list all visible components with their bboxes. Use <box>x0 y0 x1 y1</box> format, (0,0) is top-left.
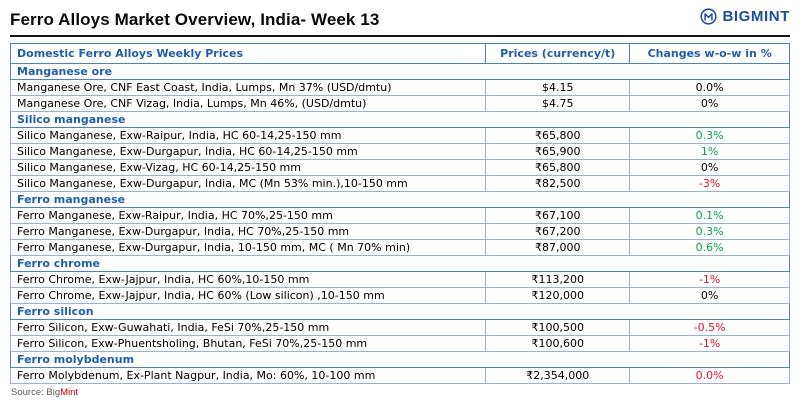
price-row: Manganese Ore, CNF East Coast, India, Lu… <box>9 79 790 96</box>
product-cell: Ferro Silicon, Exw-Guwahati, India, FeSi… <box>9 319 487 336</box>
product-cell: Silico Manganese, Exw-Raipur, India, HC … <box>9 127 487 144</box>
section-label: Ferro molybdenum <box>10 351 790 368</box>
product-cell: Silico Manganese, Exw-Durgapur, India, H… <box>9 143 487 160</box>
price-table-body: Manganese ore Manganese Ore, CNF East Coa… <box>9 63 790 384</box>
section-row: Manganese ore <box>10 63 790 80</box>
price-cell: ₹87,000 <box>485 239 631 256</box>
price-table: Domestic Ferro Alloys Weekly Prices Pric… <box>9 43 790 384</box>
product-cell: Ferro Silicon, Exw-Phuentsholing, Bhutan… <box>9 335 487 352</box>
product-cell: Silico Manganese, Exw-Vizag, HC 60-14,25… <box>9 159 487 176</box>
price-cell: ₹100,500 <box>485 319 631 336</box>
price-cell: ₹65,800 <box>485 159 631 176</box>
change-cell: 0.0% <box>629 79 790 96</box>
source-note-prefix: Source: Big <box>11 387 61 398</box>
bigmint-logo-text: BIGMINT <box>722 8 790 25</box>
section-row: Ferro manganese <box>10 191 790 208</box>
price-cell: ₹113,200 <box>485 271 631 288</box>
column-header-change: Changes w-o-w in % <box>629 43 790 64</box>
price-row: Silico Manganese, Exw-Vizag, HC 60-14,25… <box>9 159 790 176</box>
change-cell: -1% <box>629 335 790 352</box>
product-cell: Ferro Molybdenum, Ex-Plant Nagpur, India… <box>9 367 487 384</box>
price-row: Ferro Molybdenum, Ex-Plant Nagpur, India… <box>9 367 790 384</box>
change-cell: 0.6% <box>629 239 790 256</box>
price-cell: $4.75 <box>485 95 631 112</box>
change-cell: 0% <box>629 95 790 112</box>
price-cell: ₹65,900 <box>485 143 631 160</box>
price-row: Ferro Manganese, Exw-Raipur, India, HC 7… <box>9 207 790 224</box>
section-label: Ferro silicon <box>10 303 790 320</box>
change-cell: -3% <box>629 175 790 192</box>
column-header-price: Prices (currency/t) <box>485 43 631 64</box>
price-row: Manganese Ore, CNF Vizag, India, Lumps, … <box>9 95 790 112</box>
title-divider <box>10 35 790 37</box>
section-row: Silico manganese <box>10 111 790 128</box>
price-cell: $4.15 <box>485 79 631 96</box>
product-cell: Ferro Manganese, Exw-Durgapur, India, HC… <box>9 223 487 240</box>
price-row: Ferro Chrome, Exw-Jajpur, India, HC 60%,… <box>9 271 790 288</box>
price-row: Ferro Silicon, Exw-Phuentsholing, Bhutan… <box>9 335 790 352</box>
section-row: Ferro molybdenum <box>10 351 790 368</box>
change-cell: -1% <box>629 271 790 288</box>
section-label: Silico manganese <box>10 111 790 128</box>
price-cell: ₹2,354,000 <box>485 367 631 384</box>
product-cell: Ferro Manganese, Exw-Durgapur, India, 10… <box>9 239 487 256</box>
price-cell: ₹65,800 <box>485 127 631 144</box>
product-cell: Ferro Manganese, Exw-Raipur, India, HC 7… <box>9 207 487 224</box>
change-cell: 0% <box>629 159 790 176</box>
source-note: Source: BigMint <box>11 387 790 398</box>
price-cell: ₹82,500 <box>485 175 631 192</box>
column-header-product: Domestic Ferro Alloys Weekly Prices <box>9 43 487 64</box>
section-label: Ferro chrome <box>10 255 790 272</box>
price-row: Ferro Manganese, Exw-Durgapur, India, HC… <box>9 223 790 240</box>
page-title: Ferro Alloys Market Overview, India- Wee… <box>10 10 380 29</box>
change-cell: 0.3% <box>629 127 790 144</box>
change-cell: 0.0% <box>629 367 790 384</box>
source-note-brand: Mint <box>60 387 79 398</box>
product-cell: Ferro Chrome, Exw-Jajpur, India, HC 60%,… <box>9 271 487 288</box>
product-cell: Silico Manganese, Exw-Durgapur, India, M… <box>9 175 487 192</box>
section-label: Manganese ore <box>10 63 790 80</box>
change-cell: 0.3% <box>629 223 790 240</box>
change-cell: 0.1% <box>629 207 790 224</box>
price-cell: ₹120,000 <box>485 287 631 304</box>
bigmint-logo-icon <box>700 8 718 25</box>
section-row: Ferro silicon <box>10 303 790 320</box>
price-cell: ₹67,200 <box>485 223 631 240</box>
price-row: Silico Manganese, Exw-Raipur, India, HC … <box>9 127 790 144</box>
price-row: Silico Manganese, Exw-Durgapur, India, M… <box>9 175 790 192</box>
section-row: Ferro chrome <box>10 255 790 272</box>
product-cell: Ferro Chrome, Exw-Jajpur, India, HC 60% … <box>9 287 487 304</box>
price-cell: ₹67,100 <box>485 207 631 224</box>
report-header: Ferro Alloys Market Overview, India- Wee… <box>10 6 790 35</box>
change-cell: -0.5% <box>629 319 790 336</box>
price-cell: ₹100,600 <box>485 335 631 352</box>
section-label: Ferro manganese <box>10 191 790 208</box>
bigmint-logo: BIGMINT <box>700 8 790 25</box>
price-row: Silico Manganese, Exw-Durgapur, India, H… <box>9 143 790 160</box>
table-header-row: Domestic Ferro Alloys Weekly Prices Pric… <box>9 43 790 64</box>
change-cell: 1% <box>629 143 790 160</box>
price-row: Ferro Chrome, Exw-Jajpur, India, HC 60% … <box>9 287 790 304</box>
change-cell: 0% <box>629 287 790 304</box>
price-row: Ferro Silicon, Exw-Guwahati, India, FeSi… <box>9 319 790 336</box>
product-cell: Manganese Ore, CNF Vizag, India, Lumps, … <box>9 95 487 112</box>
price-row: Ferro Manganese, Exw-Durgapur, India, 10… <box>9 239 790 256</box>
product-cell: Manganese Ore, CNF East Coast, India, Lu… <box>9 79 487 96</box>
